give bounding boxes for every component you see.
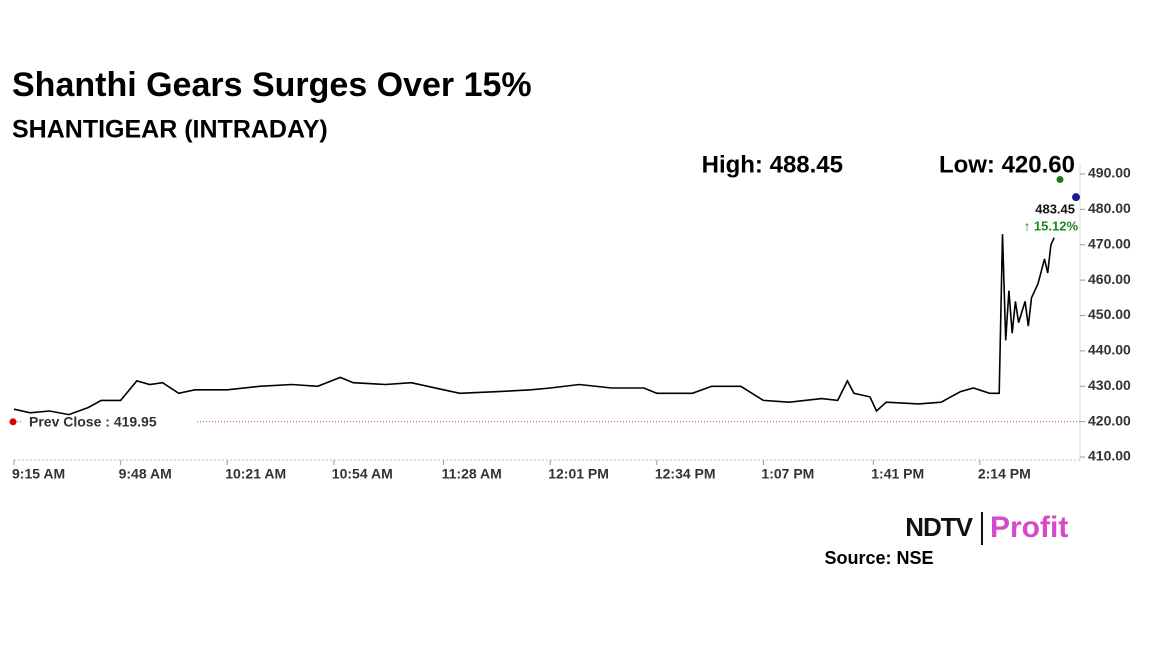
x-tick-label: 2:14 PM bbox=[978, 466, 1031, 482]
chart-subtitle: SHANTIGEAR (INTRADAY) bbox=[12, 116, 328, 144]
x-tick-label: 10:54 AM bbox=[332, 466, 393, 482]
y-tick-label: 490.00 bbox=[1088, 165, 1131, 181]
last-price-marker bbox=[1072, 193, 1080, 202]
x-tick-label: 11:28 AM bbox=[442, 466, 502, 482]
y-tick-label: 430.00 bbox=[1088, 377, 1131, 393]
y-tick-label: 440.00 bbox=[1088, 342, 1131, 358]
price-line bbox=[13, 234, 1055, 416]
x-tick-label: 10:21 AM bbox=[225, 466, 286, 482]
high-label: High: 488.45 bbox=[702, 151, 843, 178]
y-tick-label: 420.00 bbox=[1088, 412, 1131, 428]
low-label: Low: 420.60 bbox=[939, 151, 1075, 178]
logo-right: Profit bbox=[990, 511, 1068, 544]
x-tick-label: 12:01 PM bbox=[548, 466, 609, 482]
x-tick-label: 9:48 AM bbox=[119, 466, 172, 482]
logo-left: NDTV bbox=[905, 512, 973, 542]
last-price-label: 483.45 bbox=[1035, 201, 1075, 216]
prev-close-label: Prev Close : 419.95 bbox=[29, 414, 157, 430]
chart-title: Shanthi Gears Surges Over 15% bbox=[12, 66, 532, 104]
prev-close-dot bbox=[9, 418, 17, 426]
change-label: ↑ 15.12% bbox=[1024, 218, 1079, 233]
prev-close-bg bbox=[22, 411, 197, 432]
x-tick-label: 1:07 PM bbox=[761, 466, 814, 482]
y-tick-label: 460.00 bbox=[1088, 271, 1131, 287]
high-marker bbox=[1056, 175, 1064, 183]
x-tick-label: 9:15 AM bbox=[12, 466, 65, 482]
x-tick-label: 1:41 PM bbox=[871, 466, 924, 482]
x-tick-label: 12:34 PM bbox=[655, 466, 716, 482]
y-tick-label: 470.00 bbox=[1088, 235, 1131, 251]
y-tick-label: 450.00 bbox=[1088, 306, 1131, 322]
y-tick-label: 410.00 bbox=[1088, 448, 1131, 464]
y-tick-label: 480.00 bbox=[1088, 200, 1131, 216]
source: Source: NSE bbox=[824, 548, 933, 568]
